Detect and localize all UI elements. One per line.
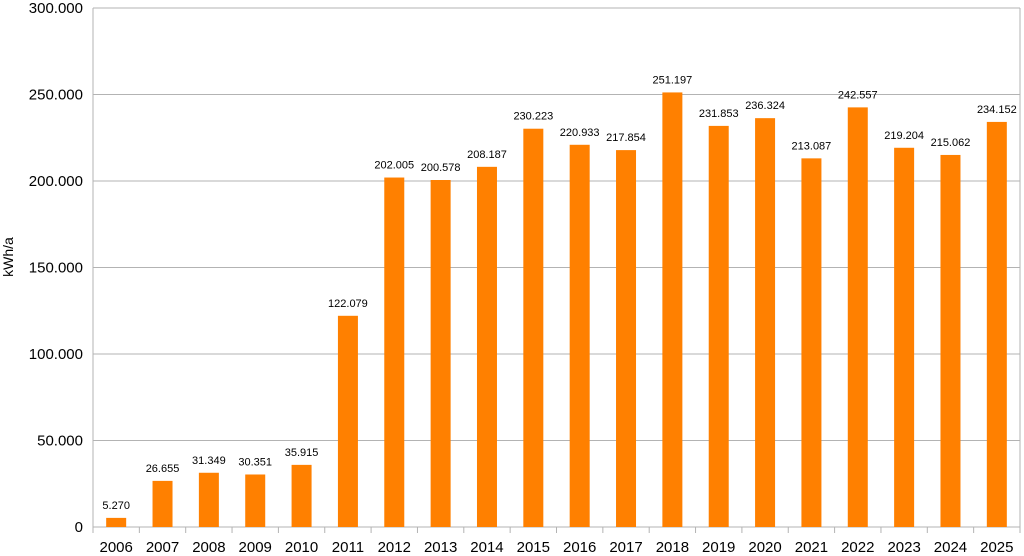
y-tick-label: 250.000 xyxy=(29,87,83,104)
bar xyxy=(198,472,219,527)
bar xyxy=(337,315,358,527)
x-tick-label: 2011 xyxy=(332,539,364,556)
bar xyxy=(569,144,590,528)
data-label: 200.578 xyxy=(421,162,461,174)
x-tick-label: 2019 xyxy=(702,539,735,556)
bar xyxy=(755,118,776,527)
bar xyxy=(430,180,451,527)
data-label: 26.655 xyxy=(146,463,180,475)
bar xyxy=(245,474,266,527)
y-tick-label: 0 xyxy=(75,519,83,536)
bar xyxy=(986,121,1007,527)
data-label: 31.349 xyxy=(192,455,226,467)
data-label: 217.854 xyxy=(606,132,646,144)
bar xyxy=(708,125,729,527)
x-tick-label: 2017 xyxy=(609,539,642,556)
bars xyxy=(106,92,1007,528)
x-tick-label: 2020 xyxy=(748,539,781,556)
data-label: 213.087 xyxy=(792,140,832,152)
data-label: 220.933 xyxy=(560,127,600,139)
x-tick-label: 2010 xyxy=(285,539,318,556)
data-label: 219.204 xyxy=(884,130,924,142)
y-tick-label: 200.000 xyxy=(29,173,83,190)
bar xyxy=(384,177,405,527)
x-tick-label: 2013 xyxy=(424,539,457,556)
x-tick-label: 2006 xyxy=(99,539,132,556)
x-tick-label: 2021 xyxy=(795,539,828,556)
data-label: 230.223 xyxy=(513,111,553,123)
x-tick-label: 2015 xyxy=(517,539,550,556)
bar xyxy=(616,150,637,527)
x-tick-label: 2018 xyxy=(656,539,689,556)
x-tick-label: 2012 xyxy=(378,539,411,556)
y-tick-label: 50.000 xyxy=(37,433,83,450)
data-label: 251.197 xyxy=(652,74,692,86)
x-tick-label: 2008 xyxy=(192,539,225,556)
data-label: 5.270 xyxy=(102,500,130,512)
bar xyxy=(894,147,915,527)
x-axis-ticks: 2006 2007 2008 2009 2010 2011 2012 2013 2014 2015… xyxy=(99,539,1013,556)
data-label: 208.187 xyxy=(467,149,507,161)
x-tick-label: 2025 xyxy=(980,539,1013,556)
data-label: 231.853 xyxy=(699,108,739,120)
data-label: 236.324 xyxy=(745,100,785,112)
data-label: 234.152 xyxy=(977,104,1017,116)
data-label: 202.005 xyxy=(374,160,414,172)
bar xyxy=(106,517,127,527)
data-label: 30.351 xyxy=(238,456,272,468)
y-axis-ticks: 0 50.000 100.000 150.000 200.000 250.000 300.0… xyxy=(29,0,83,536)
data-labels: 5.270 26.655 31.349 30.351 35.915 122.079 202.… xyxy=(102,74,1016,511)
x-tick-label: 2024 xyxy=(934,539,967,556)
x-tick-label: 2016 xyxy=(563,539,596,556)
bar xyxy=(523,128,544,527)
data-label: 122.079 xyxy=(328,298,368,310)
bar xyxy=(152,480,173,527)
bar xyxy=(847,107,868,527)
x-tick-label: 2014 xyxy=(470,539,503,556)
y-tick-label: 300.000 xyxy=(29,0,83,17)
data-label: 242.557 xyxy=(838,89,878,101)
y-tick-label: 100.000 xyxy=(29,346,83,363)
data-label: 35.915 xyxy=(285,447,319,459)
x-tick-label: 2007 xyxy=(146,539,179,556)
x-tick-label: 2022 xyxy=(841,539,874,556)
gridlines xyxy=(92,7,1021,533)
bar xyxy=(291,464,312,527)
data-label: 215.062 xyxy=(931,137,971,149)
bar xyxy=(662,92,683,527)
y-axis-label: kWh/a xyxy=(0,237,16,277)
bar xyxy=(940,154,961,527)
x-tick-label: 2009 xyxy=(239,539,272,556)
bar xyxy=(801,158,822,527)
x-tick-label: 2023 xyxy=(887,539,920,556)
y-tick-label: 150.000 xyxy=(29,260,83,277)
bar xyxy=(476,166,497,527)
